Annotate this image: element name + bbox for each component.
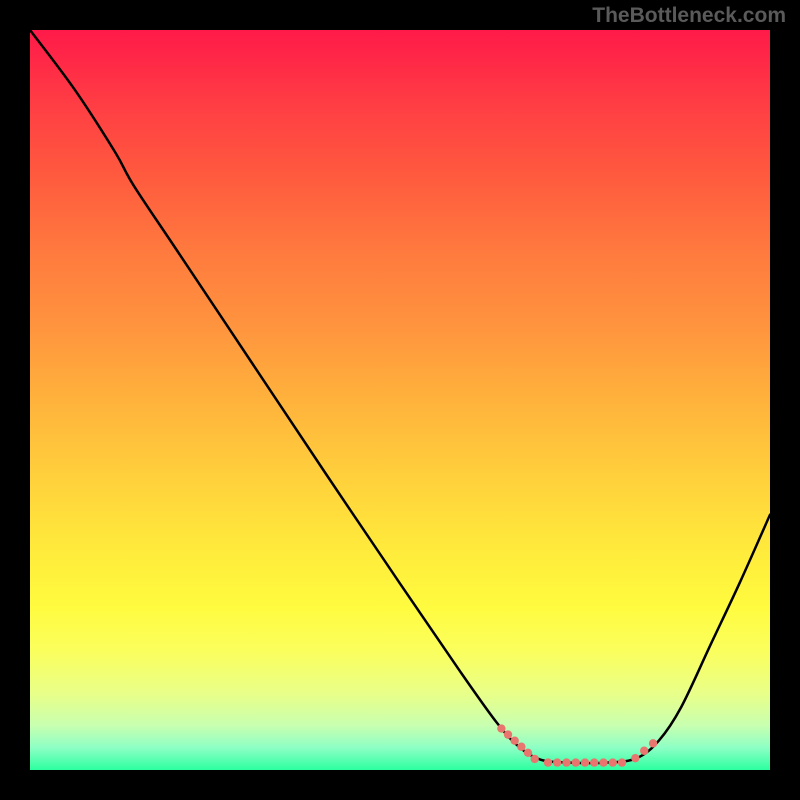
gradient-background — [30, 30, 770, 770]
watermark-text: TheBottleneck.com — [592, 4, 786, 28]
chart-area — [30, 30, 770, 770]
chart-svg — [30, 30, 770, 770]
